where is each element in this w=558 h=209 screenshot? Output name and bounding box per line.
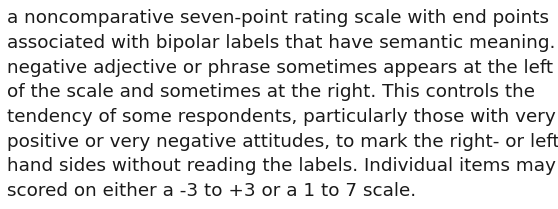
Text: associated with bipolar labels that have semantic meaning. The: associated with bipolar labels that have…	[7, 34, 558, 52]
Text: positive or very negative attitudes, to mark the right- or left-: positive or very negative attitudes, to …	[7, 133, 558, 151]
Text: hand sides without reading the labels. Individual items may be: hand sides without reading the labels. I…	[7, 157, 558, 175]
Text: negative adjective or phrase sometimes appears at the left side: negative adjective or phrase sometimes a…	[7, 59, 558, 77]
Text: of the scale and sometimes at the right. This controls the: of the scale and sometimes at the right.…	[7, 83, 535, 101]
Text: tendency of some respondents, particularly those with very: tendency of some respondents, particular…	[7, 108, 556, 126]
Text: scored on either a -3 to +3 or a 1 to 7 scale.: scored on either a -3 to +3 or a 1 to 7 …	[7, 182, 416, 200]
Text: a noncomparative seven-point rating scale with end points: a noncomparative seven-point rating scal…	[7, 9, 549, 27]
